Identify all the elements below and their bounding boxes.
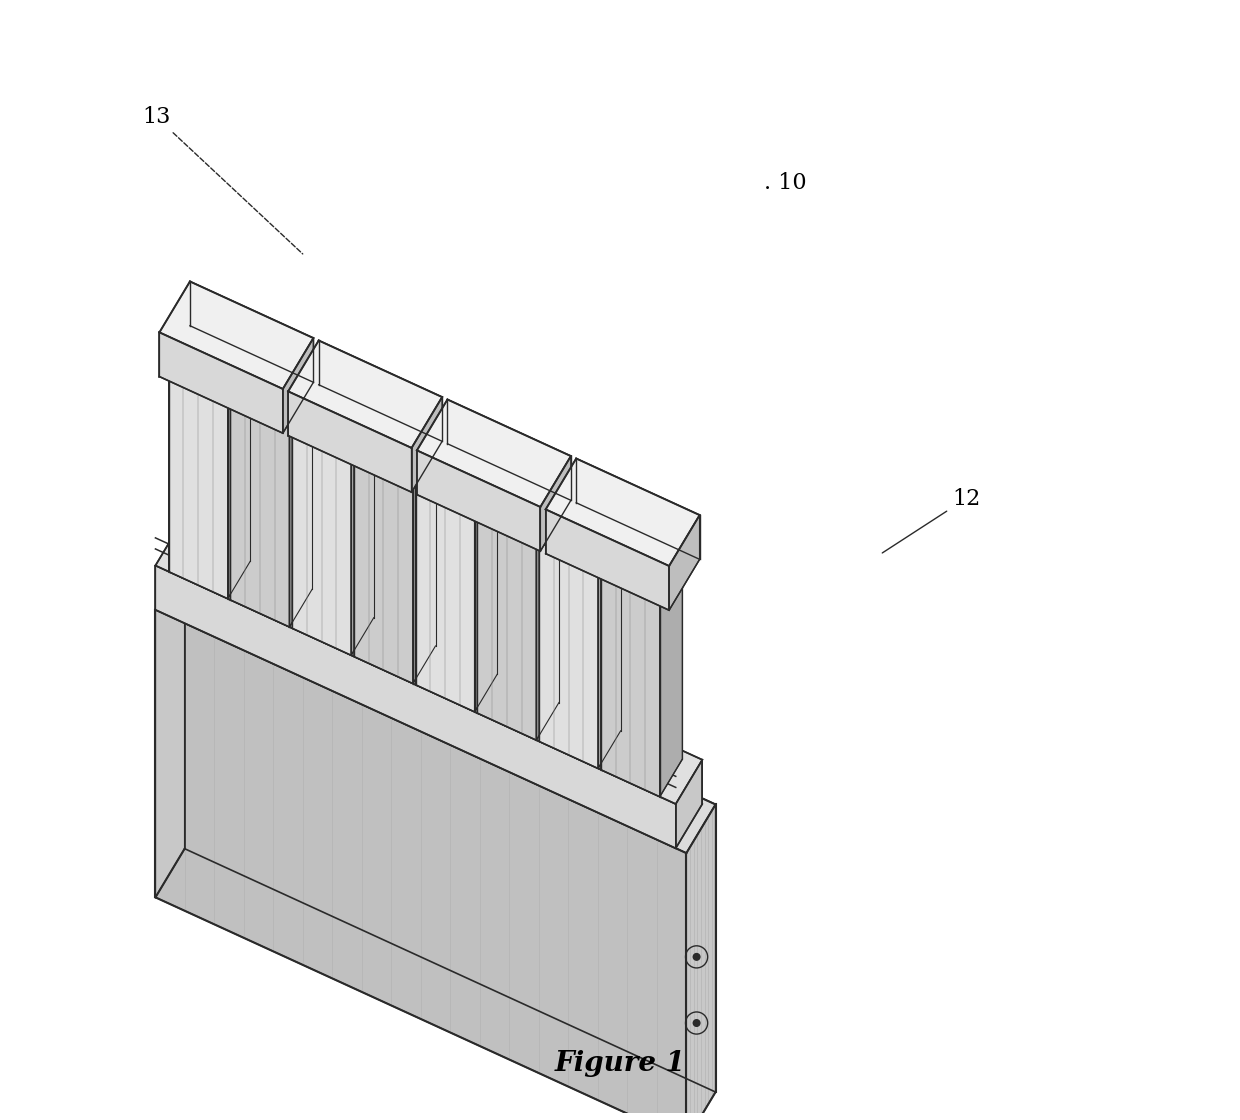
Polygon shape: [155, 609, 687, 1120]
Polygon shape: [417, 450, 541, 551]
Polygon shape: [598, 532, 621, 768]
Polygon shape: [293, 392, 373, 456]
Polygon shape: [539, 542, 598, 768]
Polygon shape: [475, 475, 497, 712]
Polygon shape: [288, 340, 443, 448]
Polygon shape: [417, 400, 570, 507]
Polygon shape: [415, 448, 497, 513]
Polygon shape: [546, 510, 670, 610]
Text: 12: 12: [883, 487, 980, 553]
Polygon shape: [160, 281, 314, 389]
Polygon shape: [160, 333, 283, 433]
Polygon shape: [351, 419, 373, 655]
Polygon shape: [293, 429, 351, 655]
Polygon shape: [448, 400, 570, 501]
Polygon shape: [169, 335, 250, 400]
Polygon shape: [537, 503, 559, 740]
Polygon shape: [600, 570, 660, 796]
Circle shape: [693, 1019, 699, 1026]
Polygon shape: [477, 514, 537, 740]
Polygon shape: [155, 521, 702, 804]
Polygon shape: [319, 340, 443, 441]
Polygon shape: [577, 458, 699, 559]
Polygon shape: [283, 338, 314, 433]
Circle shape: [693, 953, 699, 960]
Polygon shape: [670, 515, 699, 610]
Polygon shape: [231, 401, 289, 627]
Polygon shape: [541, 456, 570, 551]
Text: 13: 13: [143, 106, 303, 254]
Polygon shape: [413, 447, 435, 683]
Polygon shape: [288, 391, 412, 492]
Polygon shape: [687, 804, 715, 1120]
Polygon shape: [676, 759, 702, 848]
Polygon shape: [660, 560, 682, 796]
Polygon shape: [600, 533, 682, 598]
Polygon shape: [539, 505, 621, 569]
Polygon shape: [289, 390, 312, 627]
Polygon shape: [228, 362, 250, 599]
Polygon shape: [231, 363, 312, 428]
Polygon shape: [546, 458, 699, 566]
Polygon shape: [169, 373, 228, 599]
Polygon shape: [415, 486, 475, 712]
Polygon shape: [155, 561, 185, 897]
Text: Figure 1: Figure 1: [554, 1049, 686, 1076]
Text: . 10: . 10: [764, 172, 806, 195]
Polygon shape: [412, 398, 443, 492]
Polygon shape: [353, 420, 435, 485]
Polygon shape: [185, 561, 715, 1092]
Polygon shape: [155, 566, 676, 848]
Polygon shape: [477, 476, 559, 541]
Polygon shape: [353, 457, 413, 683]
Polygon shape: [190, 281, 314, 382]
Polygon shape: [155, 561, 715, 853]
